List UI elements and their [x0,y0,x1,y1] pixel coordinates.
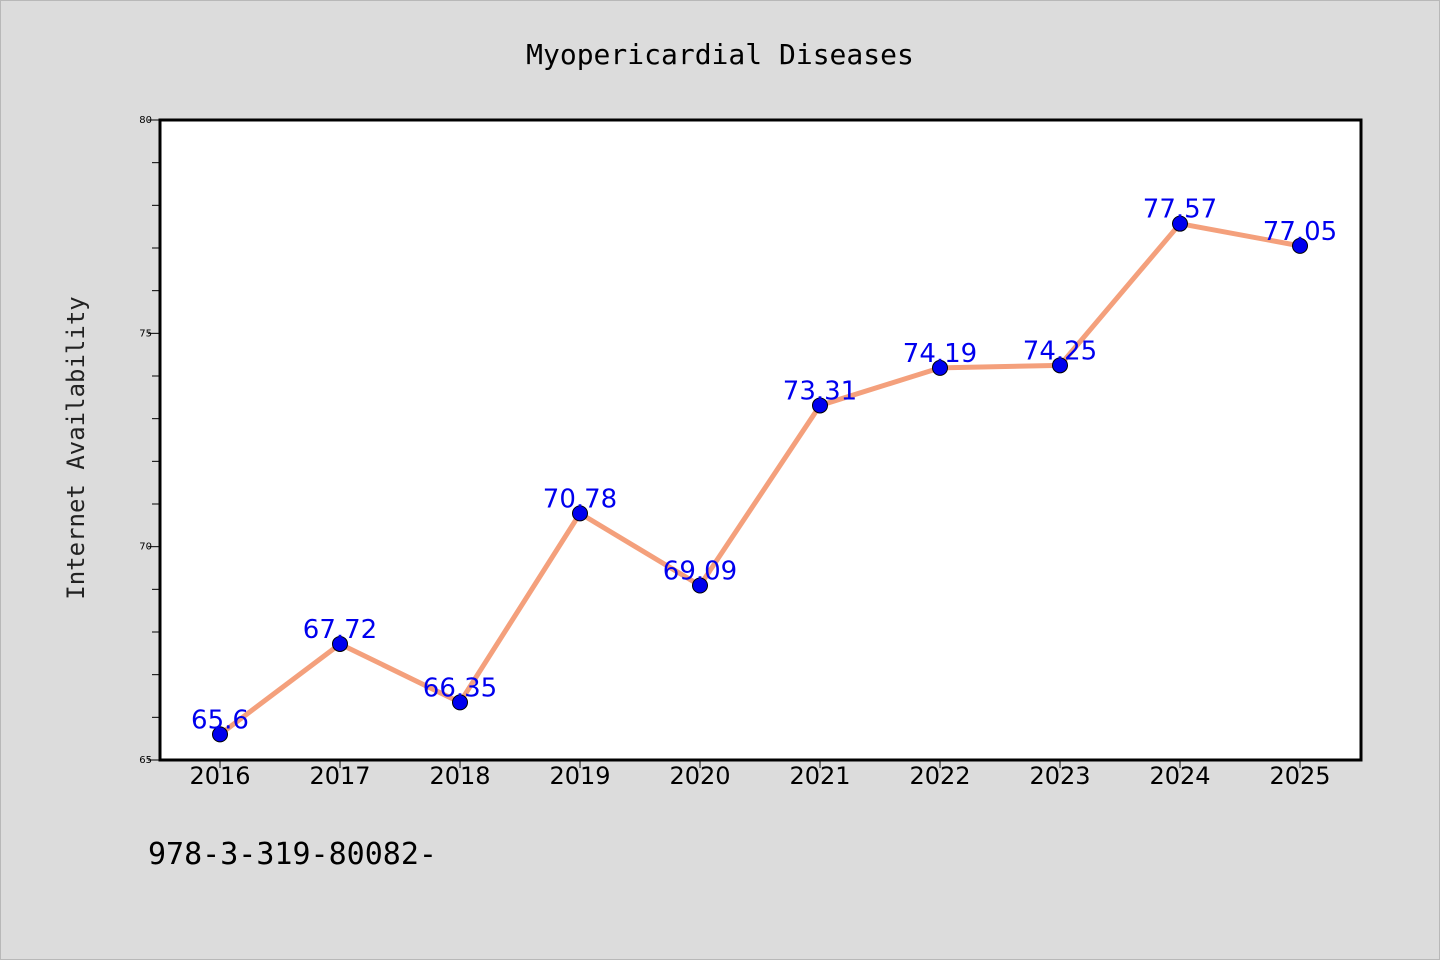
x-tick-label: 2021 [789,762,850,790]
data-label: 77.05 [1263,217,1337,247]
data-point [332,635,348,652]
data-point [452,694,468,711]
plot-frame [158,118,1363,762]
data-label: 74.25 [1023,336,1097,366]
data-point [1292,237,1308,254]
y-tick-label: 70 [139,542,152,553]
x-tick-label: 2022 [909,762,970,790]
data-label: 65.6 [191,705,249,735]
y-axis-label: Internet Availability [62,296,90,599]
data-label: 73.31 [783,376,857,406]
data-point [692,577,708,594]
data-label: 67.72 [303,615,377,645]
data-label: 77.57 [1143,195,1217,225]
data-label: 69.09 [663,556,737,586]
chart-title: Myopericardial Diseases [526,38,914,71]
x-tick-label: 2024 [1149,762,1210,790]
data-point [1052,357,1068,374]
data-labels-group: 65.6 67.72 66.35 70.78 69.09 73.31 74.19 74.25 7… [191,195,1337,736]
data-point [1172,215,1188,232]
data-point [212,726,228,743]
x-tick-label: 2020 [669,762,730,790]
footnote-text: 978-3-319-80082- [148,837,437,872]
x-axis: 2016 2017 2018 2019 2020 2021 2022 2023 2024 2025 [189,760,1331,790]
series-line [217,221,1303,737]
x-tick-label: 2018 [429,762,490,790]
y-tick-label: 75 [139,328,152,339]
x-tick-label: 2017 [309,762,370,790]
y-tick-label: 65 [139,755,152,766]
y-tick-label: 80 [139,115,152,126]
y-axis: 65 70 75 80 [139,115,160,766]
data-label: 74.19 [903,339,977,369]
x-tick-label: 2016 [189,762,250,790]
x-tick-label: 2023 [1029,762,1090,790]
series-line-group [217,221,1303,737]
data-point [572,505,588,522]
x-tick-label: 2025 [1269,762,1330,790]
x-tick-label: 2019 [549,762,610,790]
data-label: 66.35 [423,673,497,703]
data-label: 70.78 [543,484,617,514]
data-point [932,359,948,376]
data-point [812,397,828,414]
series-points-group [212,215,1308,743]
